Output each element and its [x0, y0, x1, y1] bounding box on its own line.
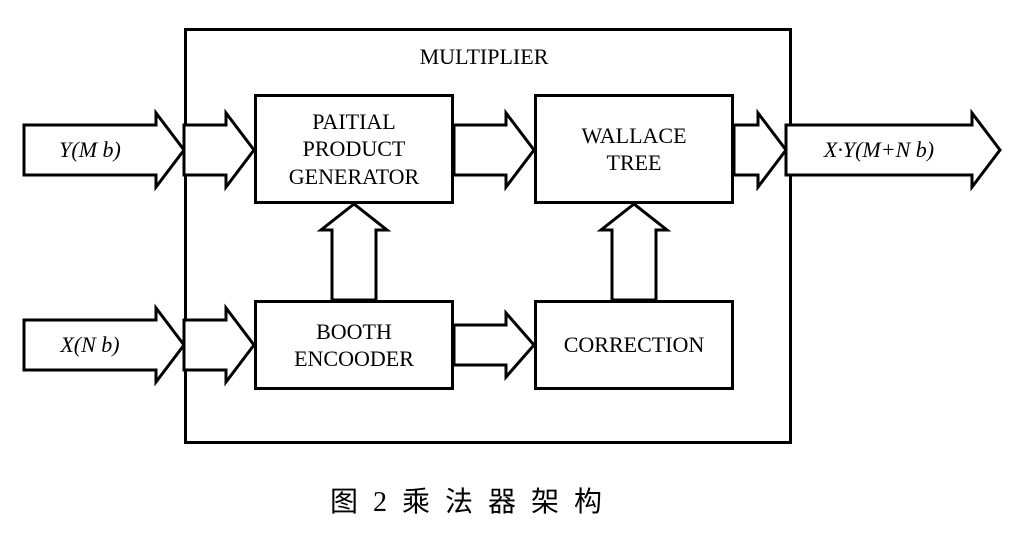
- diagram-canvas: MULTIPLIER PAITIALPRODUCTGENERATOR WALLA…: [0, 0, 1014, 541]
- figure-caption: 图 2 乘 法 器 架 构: [330, 480, 606, 520]
- svg-text:X·Y(M+N b): X·Y(M+N b): [823, 137, 934, 162]
- arrows-layer: Y(M b) X(N b) X·Y(M+N b): [0, 0, 1014, 541]
- svg-text:X(N b): X(N b): [59, 332, 119, 357]
- svg-text:Y(M b): Y(M b): [59, 137, 121, 162]
